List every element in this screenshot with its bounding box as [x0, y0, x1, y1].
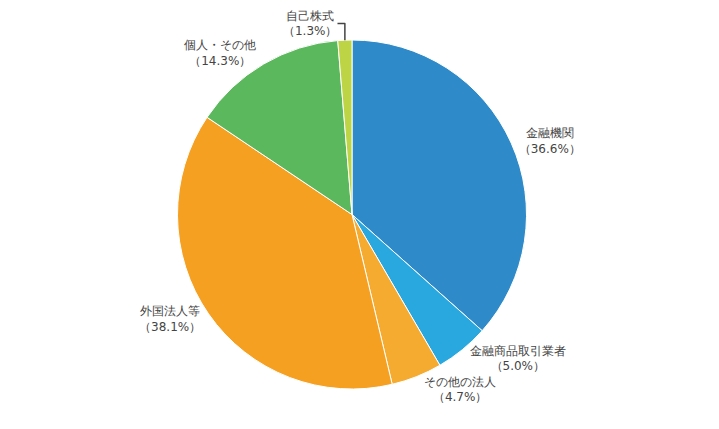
svg-text:個人・その他（14.3%）: 個人・その他（14.3%） [184, 38, 256, 68]
svg-text:外国法人等（38.1%）: 外国法人等（38.1%） [139, 304, 201, 334]
svg-text:その他の法人（4.7%）: その他の法人（4.7%） [424, 375, 496, 405]
svg-text:金融商品取引業者（5.0%）: 金融商品取引業者（5.0%） [470, 344, 566, 374]
svg-text:自己株式（1.3%）: 自己株式（1.3%） [283, 9, 338, 39]
svg-text:金融機関（36.6%）: 金融機関（36.6%） [519, 126, 581, 156]
